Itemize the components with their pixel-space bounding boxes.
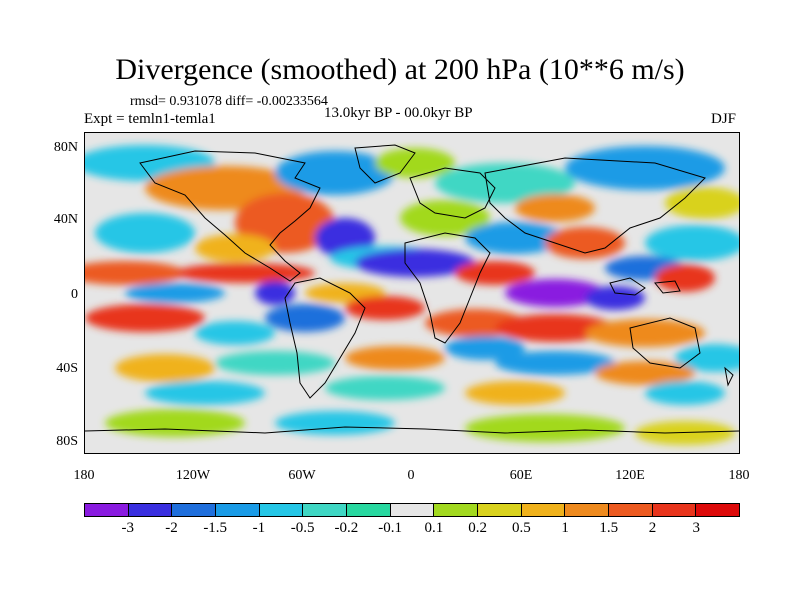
y-label-80s: 80S [56,434,78,449]
colorbar-label: -0.5 [290,520,315,536]
colorbar-segment [521,504,566,516]
colorbar-segment [478,504,522,516]
colorbar-segment [390,504,435,516]
period-label: 13.0kyr BP - 00.0kyr BP [324,105,473,121]
colorbar-segment [434,504,479,516]
map-field-svg [85,133,739,453]
x-label-60e: 60E [509,468,533,483]
colorbar-segment [696,504,740,516]
colorbar-label: -1 [252,520,266,536]
colorbar [84,503,740,517]
colorbar-label: 1 [561,520,569,536]
colorbar-segment [347,504,391,516]
colorbar-label: 0.1 [424,520,444,536]
rmsd-diff-text: rmsd= 0.931078 diff= -0.00233564 [130,94,328,109]
x-label-180w: 180 [73,468,95,483]
colorbar-label: -2 [165,520,178,536]
divergence-map [84,132,740,454]
y-label-80n: 80N [53,140,78,155]
colorbar-segment [565,504,610,516]
colorbar-label: 0.5 [511,520,531,536]
colorbar-segment [172,504,217,516]
x-label-0: 0 [407,468,415,483]
colorbar-label: 3 [692,520,701,536]
x-label-120e: 120E [615,468,645,483]
colorbar-label: -0.2 [334,520,359,536]
plot-title: Divergence (smoothed) at 200 hPa (10**6 … [115,53,685,86]
colorbar-label: -0.1 [378,520,402,536]
field-blobs [85,145,739,445]
colorbar-segment [216,504,260,516]
colorbar-segment [652,504,697,516]
x-label-180e: 180 [728,468,750,483]
colorbar-label: 1.5 [599,520,619,536]
experiment-label: Expt = temln1-temla1 [84,111,216,127]
colorbar-segment [85,504,129,516]
y-label-40s: 40S [56,361,78,376]
colorbar-label: -3 [121,520,134,536]
colorbar-segment [128,504,173,516]
colorbar-label: 2 [648,520,657,536]
coastlines [85,144,739,434]
colorbar-label: -1.5 [203,520,228,536]
y-label-eq: 0 [71,287,78,302]
season-label: DJF [711,111,737,127]
colorbar-segment [259,504,304,516]
y-label-40n: 40N [53,212,78,227]
colorbar-label: 0.2 [468,520,487,536]
colorbar-segment [609,504,653,516]
x-label-120w: 120W [175,468,211,483]
x-label-60w: 60W [288,468,316,483]
colorbar-segment [303,504,348,516]
